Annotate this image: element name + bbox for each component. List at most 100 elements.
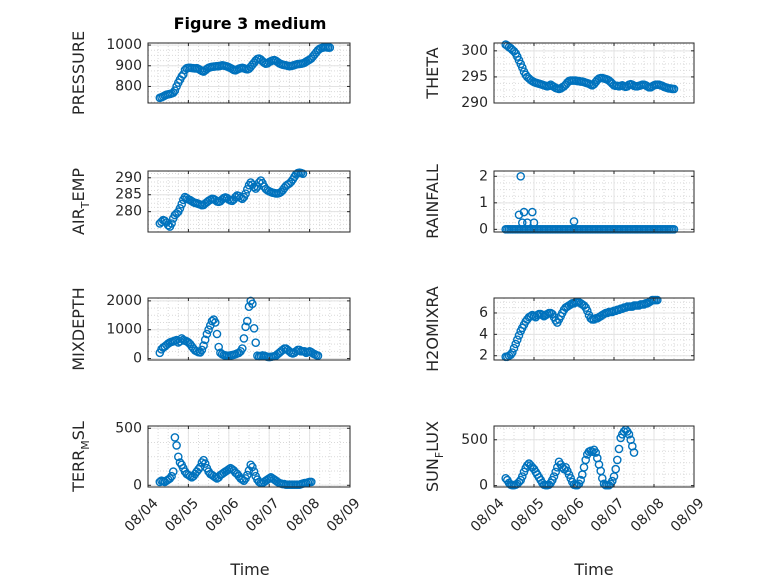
axes-box	[493, 425, 695, 488]
data-point	[173, 452, 183, 462]
axes-box	[493, 297, 695, 361]
subplot-4: 0 1 2 RAINFALL	[423, 164, 695, 239]
data-point	[588, 447, 597, 457]
y-axis-label-sub: F	[433, 452, 446, 458]
data-point	[202, 329, 212, 339]
y-tick-label: 1000	[106, 322, 142, 338]
data-point	[167, 219, 176, 228]
data-point	[614, 444, 624, 454]
y-axis-label-main: H2OMIXRA	[423, 286, 442, 372]
y-tick-label: 295	[461, 69, 488, 85]
y-tick-label: 1	[479, 195, 488, 211]
grid	[147, 426, 351, 487]
data-point	[624, 429, 634, 439]
data-point	[518, 63, 527, 72]
data-points	[155, 42, 335, 103]
y-tick-label: 300	[461, 43, 488, 59]
data-point	[298, 169, 308, 178]
x-tick-label: 08/05	[508, 495, 548, 535]
axes-box	[147, 425, 351, 488]
y-tick-label: 500	[461, 432, 488, 448]
axes-box	[493, 42, 695, 104]
subplot-6: 2 4 6 H2OMIXRA	[423, 286, 695, 372]
data-point	[629, 448, 639, 457]
data-point	[249, 182, 259, 192]
y-tick-label: 2	[479, 168, 488, 184]
data-points	[155, 296, 323, 362]
y-tick-label: 6	[479, 305, 488, 321]
y-axis-label: TERRMSL	[69, 421, 92, 493]
data-point	[509, 343, 519, 353]
data-point	[613, 455, 622, 465]
data-point	[168, 467, 178, 476]
figure-title: Figure 3 medium	[174, 14, 327, 33]
data-point	[200, 335, 210, 345]
x-axis	[493, 171, 695, 232]
axes-box	[147, 170, 351, 233]
data-points	[501, 425, 639, 490]
y-axis-label: PRESSURE	[69, 31, 88, 115]
y-axis-label-main: MIXDEPTH	[69, 287, 88, 370]
y-tick-label: 0	[133, 351, 142, 367]
y-axis-label: RAINFALL	[423, 164, 442, 239]
x-tick-label: 08/04	[122, 495, 162, 535]
y-tick-label: 0	[479, 221, 488, 237]
subplot-8: 08/04 08/05 08/06 08/07 08/08 08/09 0 500 SUNFLU…	[423, 421, 708, 535]
x-axis	[493, 43, 695, 103]
x-axis	[493, 298, 695, 360]
x-tick-label: 08/04	[468, 495, 508, 535]
axes-box	[147, 297, 351, 361]
y-tick-label: 900	[115, 58, 142, 74]
data-point	[177, 199, 186, 209]
data-point	[313, 351, 323, 361]
y-tick-label: 500	[115, 420, 142, 436]
data-point	[583, 306, 592, 316]
data-point	[214, 342, 223, 352]
y-axis-label: THETA	[423, 47, 442, 99]
data-point	[241, 189, 250, 198]
data-point	[239, 334, 249, 343]
data-point	[204, 325, 213, 335]
y-tick-label: 0	[479, 478, 488, 494]
y-axis-label-sub: T	[79, 201, 92, 209]
data-point	[518, 218, 527, 227]
x-tick-label: 08/05	[162, 495, 202, 535]
data-point	[170, 433, 180, 442]
subplot-7: 08/04 08/05 08/06 08/07 08/08 08/09 0 500 TERRMS…	[69, 420, 364, 535]
data-point	[306, 477, 316, 487]
grid	[147, 43, 351, 103]
y-tick-label: 0	[133, 477, 142, 493]
data-point	[170, 86, 180, 95]
data-point	[199, 341, 208, 350]
data-point	[210, 472, 220, 482]
data-point	[248, 462, 257, 472]
data-point	[518, 472, 527, 481]
data-point	[511, 339, 521, 349]
y-axis-label: AIRTEMP	[69, 168, 92, 235]
x-axis	[147, 171, 351, 232]
data-point	[237, 344, 247, 353]
y-axis-label-rest: SL	[69, 421, 88, 440]
data-point	[241, 322, 250, 332]
data-point	[197, 345, 207, 355]
subplot-5: 0 1000 2000 MIXDEPTH	[69, 287, 351, 371]
y-axis: 0 1 2	[479, 168, 694, 237]
y-tick-label: 290	[461, 95, 488, 111]
data-point	[549, 472, 559, 481]
axes-box	[147, 42, 351, 104]
y-axis-label-main: AIR	[69, 208, 88, 235]
y-axis: 290 295 300	[461, 43, 694, 111]
data-point	[516, 171, 526, 181]
x-axis-label-left: Time	[229, 560, 269, 579]
data-points	[501, 171, 679, 234]
data-point	[325, 43, 335, 52]
y-axis: 0 500	[461, 432, 694, 494]
y-axis: 0 1000 2000	[106, 293, 350, 367]
y-axis-label-main: TERR	[69, 450, 88, 493]
x-axis-label-right: Time	[573, 560, 613, 579]
y-axis-label-rest: LUX	[423, 421, 442, 452]
y-axis-label-sub: M	[79, 440, 92, 450]
